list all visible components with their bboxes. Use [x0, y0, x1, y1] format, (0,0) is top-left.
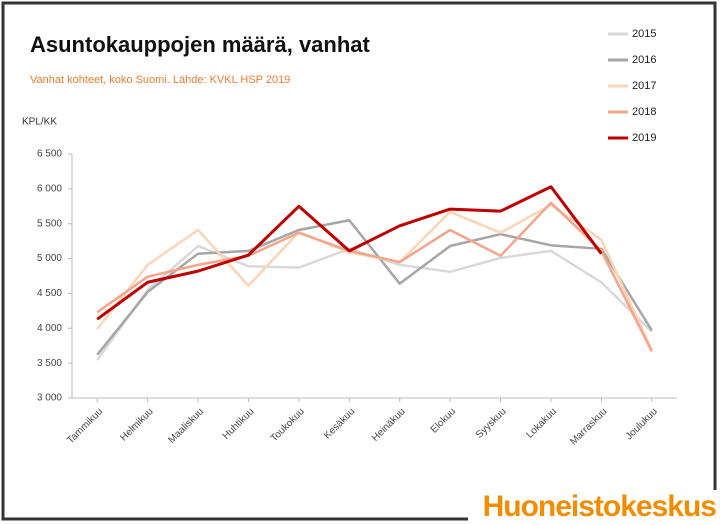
legend-label: 2015: [632, 28, 656, 40]
legend-label: 2016: [632, 54, 656, 66]
x-tick-label: Elokuu: [429, 406, 458, 435]
y-tick-label: 4 000: [37, 323, 62, 334]
chart-title: Asuntokauppojen määrä, vanhat: [30, 32, 371, 57]
x-tick-label: Tammikuu: [65, 406, 105, 446]
x-tick-label: Marraskuu: [568, 406, 609, 447]
x-tick-label: Huhtikuu: [221, 406, 257, 442]
legend-label: 2019: [632, 132, 656, 144]
x-tick-label: Toukokuu: [269, 406, 307, 444]
y-tick-label: 3 500: [37, 358, 62, 369]
series-line: [96, 201, 653, 352]
y-tick-label: 5 000: [37, 253, 62, 264]
y-tick-label: 5 500: [37, 218, 62, 229]
series-line: [96, 244, 653, 361]
y-tick-label: 6 000: [37, 183, 62, 194]
x-tick-label: Syyskuu: [474, 406, 509, 441]
x-tick-label: Maaliskuu: [166, 406, 206, 446]
x-tick-label: Heinäkuu: [370, 406, 408, 444]
y-axis-label: KPL/KK: [22, 117, 57, 128]
series-line: [96, 218, 653, 356]
x-tick-label: Lokakuu: [524, 406, 559, 441]
y-tick-label: 6 500: [37, 149, 62, 160]
logo-background: [468, 490, 720, 525]
x-tick-label: Helmikuu: [118, 406, 155, 443]
y-tick-label: 4 500: [37, 288, 62, 299]
y-tick-label: 3 000: [37, 393, 62, 404]
series-line: [96, 185, 603, 321]
legend-label: 2018: [632, 106, 656, 118]
x-tick-label: Kesäkuu: [322, 406, 357, 441]
x-tick-label: Joulukuu: [624, 406, 660, 442]
series-line: [96, 203, 653, 351]
chart-subtitle: Vanhat kohteet, koko Suomi. Lähde: KVKL …: [30, 74, 290, 86]
legend-label: 2017: [632, 80, 656, 92]
logo: Huoneistokeskus: [483, 490, 717, 523]
